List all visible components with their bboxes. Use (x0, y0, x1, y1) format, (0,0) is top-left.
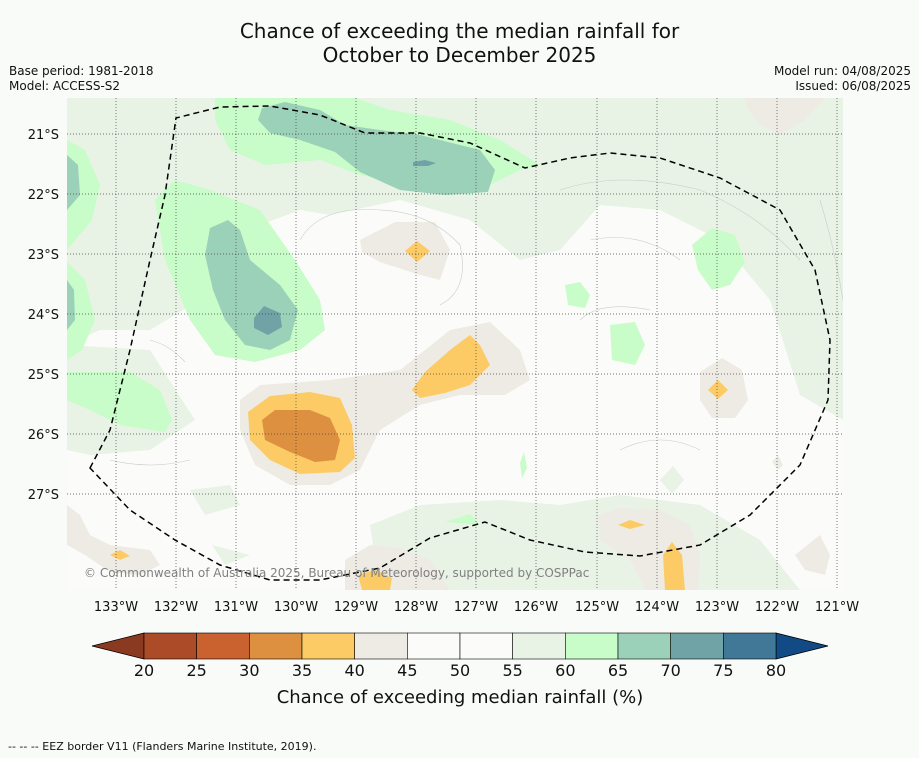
contour-60-65-s (445, 514, 480, 525)
contour-35-40-se (618, 520, 645, 529)
lat-label: 21°S (28, 128, 59, 143)
contour-65-70-west (67, 155, 80, 210)
lat-label: 23°S (28, 248, 59, 263)
lon-label: 131°W (214, 600, 258, 615)
colorbar-tick-label: 70 (660, 661, 680, 680)
lat-labels: 21°S 22°S 23°S 24°S 25°S 26°S 27°S (28, 128, 59, 503)
title-line-1: Chance of exceeding the median rainfall … (239, 19, 680, 43)
lon-label: 129°W (334, 600, 378, 615)
contour-55-60-south2 (660, 466, 684, 494)
colorbar-tick-label: 60 (555, 661, 575, 680)
colorbar-tick-label: 25 (186, 661, 206, 680)
colorbar-cell (143, 632, 197, 660)
contour-40-45-sw (67, 505, 160, 575)
contour-65-70-north (258, 102, 495, 195)
model-run: Model run: 04/08/2025 (773, 64, 911, 78)
colorbar-tick-label: 35 (292, 661, 312, 680)
colorbar-label: Chance of exceeding median rainfall (%) (277, 687, 644, 708)
contour-55-60-sw (190, 485, 240, 515)
lat-label: 26°S (28, 428, 59, 443)
colorbar-cell (565, 632, 619, 660)
colorbar-cell (249, 632, 303, 660)
colorbar-tick-label: 20 (134, 661, 154, 680)
colorbar-cell (407, 632, 461, 660)
lat-label: 22°S (28, 188, 59, 203)
colorbar-over-triangle (775, 632, 829, 660)
lat-label: 25°S (28, 368, 59, 383)
colorbar: 20 25 30 35 40 45 50 55 60 65 70 75 80 Chance of exc… (91, 632, 829, 708)
contour-40-45-ne (745, 98, 825, 135)
colorbar-tick-label: 50 (450, 661, 470, 680)
colorbar-cell (512, 632, 566, 660)
lon-labels: 133°W 132°W 131°W 130°W 129°W 128°W 127°… (94, 600, 859, 615)
contour-35-40-north (405, 241, 430, 262)
contour-35-40-se2 (663, 542, 685, 590)
copyright-text: © Commonwealth of Australia 2025, Bureau… (84, 566, 589, 580)
lon-label: 128°W (394, 600, 438, 615)
colorbar-tick-label: 30 (239, 661, 259, 680)
colorbar-tick-label: 80 (766, 661, 786, 680)
contour-60-65-west2 (67, 262, 95, 360)
colorbar-tick-label: 75 (713, 661, 733, 680)
lat-label: 24°S (28, 308, 59, 323)
lon-label: 123°W (695, 600, 739, 615)
contour-35-40-mid (412, 335, 490, 398)
contour-30-35-center (262, 410, 340, 462)
colorbar-tick-label: 55 (502, 661, 522, 680)
contour-40-45-far-se (795, 535, 830, 575)
colorbar-under-triangle (91, 632, 145, 660)
colorbar-cell (301, 632, 355, 660)
contour-60-65-e2 (610, 322, 645, 365)
lon-label: 121°W (815, 600, 859, 615)
colorbar-cell (354, 632, 408, 660)
base-period: Base period: 1981-2018 (9, 64, 154, 78)
colorbar-tick-label: 65 (608, 661, 628, 680)
lon-label: 122°W (755, 600, 799, 615)
contour-65-70-west2 (67, 280, 75, 330)
isolines (109, 179, 843, 466)
colorbar-cell (196, 632, 250, 660)
colorbar-tick-label: 40 (344, 661, 364, 680)
lon-label: 127°W (454, 600, 498, 615)
lon-label: 125°W (575, 600, 619, 615)
contour-55-60-sw2 (212, 545, 250, 565)
lon-label: 126°W (514, 600, 558, 615)
eez-border (89, 105, 831, 581)
lon-label: 132°W (154, 600, 198, 615)
contour-60-65-e3 (692, 228, 745, 290)
contour-55-60-north (67, 98, 843, 420)
contour-35-40-s (358, 570, 392, 590)
lon-label: 124°W (635, 600, 679, 615)
model-name: Model: ACCESS-S2 (9, 79, 121, 93)
colorbar-cell (723, 632, 777, 660)
colorbar-cell (459, 632, 513, 660)
map-grid (67, 98, 843, 590)
contour-35-40-east (708, 380, 728, 399)
lon-label: 130°W (274, 600, 318, 615)
colorbar-tick-label: 45 (397, 661, 417, 680)
contour-fields: © Commonwealth of Australia 2025, Bureau… (67, 98, 843, 590)
contour-60-65-e1 (565, 282, 590, 308)
contour-60-65-sw (67, 372, 172, 432)
colorbar-cell (670, 632, 724, 660)
contour-35-40-sw (110, 550, 130, 560)
contour-40-45-tiny (772, 455, 783, 470)
title-line-2: October to December 2025 (322, 43, 597, 67)
contour-70-75-b (413, 160, 436, 166)
issued-date: Issued: 06/08/2025 (795, 79, 911, 93)
eez-legend-note: -- -- -- EEZ border V11 (Flanders Marine… (8, 740, 317, 753)
lon-label: 133°W (94, 600, 138, 615)
colorbar-cell (617, 632, 671, 660)
contour-70-75-a (254, 306, 282, 335)
lat-label: 27°S (28, 488, 59, 503)
contour-60-65-s2 (520, 452, 527, 478)
